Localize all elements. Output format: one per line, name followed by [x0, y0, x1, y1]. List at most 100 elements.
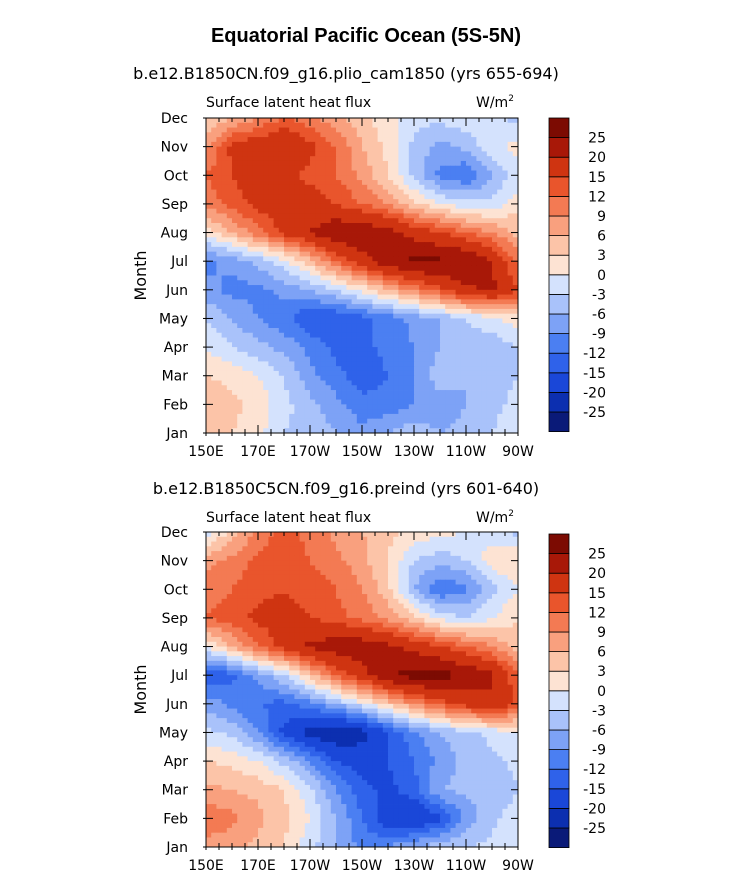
heatmap-cell — [445, 337, 451, 343]
heatmap-cell — [471, 579, 477, 585]
heatmap-cell — [216, 589, 222, 595]
heatmap-cell — [258, 127, 264, 133]
heatmap-cell — [481, 594, 488, 600]
heatmap-cell — [278, 361, 285, 367]
y-tick-label: Sep — [162, 197, 189, 213]
heatmap-cell — [252, 304, 259, 310]
heatmap-cell — [382, 256, 389, 262]
heatmap-cell — [377, 323, 384, 329]
heatmap-cell — [367, 361, 373, 367]
heatmap-cell — [481, 423, 488, 429]
heatmap-cell — [507, 579, 514, 585]
heatmap-cell — [278, 304, 285, 310]
heatmap-cell — [429, 127, 436, 133]
heatmap-cell — [320, 361, 326, 367]
heatmap-cell — [445, 175, 451, 181]
heatmap-cell — [294, 137, 300, 143]
heatmap-cell — [486, 541, 493, 547]
heatmap-cell — [252, 370, 259, 377]
heatmap-cell — [268, 560, 274, 566]
heatmap-cell — [492, 584, 498, 590]
heatmap-cell — [278, 589, 285, 595]
heatmap-cell — [440, 122, 446, 128]
heatmap-cell — [507, 356, 514, 362]
heatmap-cell — [289, 536, 295, 542]
heatmap-cell — [299, 304, 306, 310]
heatmap-cell — [330, 256, 337, 262]
heatmap-cell — [284, 127, 290, 133]
heatmap-cell — [310, 270, 316, 276]
heatmap-cell — [310, 304, 316, 310]
heatmap-cell — [252, 180, 259, 186]
heatmap-cell — [356, 579, 363, 585]
heatmap-cell — [273, 351, 280, 358]
heatmap-cell — [492, 270, 498, 276]
heatmap-cell — [315, 323, 321, 329]
heatmap-cell — [502, 337, 508, 343]
colorbar-label: 6 — [597, 229, 606, 245]
heatmap-cell — [336, 127, 342, 133]
heatmap-cell — [507, 546, 514, 552]
heatmap-cell — [492, 256, 498, 262]
heatmap-cell — [372, 261, 378, 267]
heatmap-cell — [289, 160, 295, 167]
heatmap-cell — [372, 399, 378, 405]
heatmap-cell — [258, 275, 264, 281]
heatmap-cell — [356, 265, 363, 272]
heatmap-cell — [268, 579, 274, 585]
heatmap-cell — [507, 203, 514, 210]
heatmap-cell — [268, 251, 274, 257]
heatmap-cell — [216, 308, 222, 315]
heatmap-cell — [362, 565, 368, 571]
heatmap-cell — [356, 574, 363, 581]
heatmap-cell — [351, 313, 358, 319]
heatmap-cell — [304, 375, 311, 381]
heatmap-cell — [408, 323, 415, 329]
heatmap-cell — [466, 256, 472, 262]
heatmap-cell — [294, 199, 300, 205]
heatmap-cell — [471, 223, 477, 229]
heatmap-cell — [471, 536, 477, 542]
heatmap-cell — [320, 256, 326, 262]
heatmap-cell — [289, 122, 295, 128]
heatmap-cell — [460, 366, 467, 372]
heatmap-cell — [330, 165, 337, 171]
heatmap-cell — [414, 223, 420, 229]
heatmap-cell — [492, 156, 498, 162]
heatmap-cell — [377, 299, 384, 305]
heatmap-cell — [346, 175, 352, 181]
heatmap-cell — [408, 532, 415, 538]
heatmap-cell — [471, 156, 477, 162]
heatmap-cell — [434, 536, 441, 542]
heatmap-cell — [221, 146, 228, 152]
heatmap-cell — [330, 208, 337, 214]
heatmap-cell — [351, 390, 358, 396]
heatmap-cell — [232, 560, 238, 566]
heatmap-cell — [434, 375, 441, 381]
heatmap-cell — [346, 565, 352, 571]
heatmap-cell — [429, 156, 436, 162]
heatmap-cell — [351, 399, 358, 405]
heatmap-cell — [408, 180, 415, 186]
heatmap-cell — [226, 165, 233, 171]
heatmap-cell — [320, 232, 326, 238]
heatmap-cell — [367, 122, 373, 128]
heatmap-cell — [502, 390, 508, 396]
heatmap-cell — [221, 361, 228, 367]
heatmap-cell — [221, 598, 228, 604]
heatmap-cell — [434, 404, 441, 410]
heatmap-cell — [476, 184, 482, 190]
heatmap-cell — [424, 328, 430, 334]
heatmap-cell — [414, 313, 420, 319]
heatmap-cell — [403, 394, 410, 400]
heatmap-cell — [388, 413, 394, 420]
heatmap-cell — [226, 409, 233, 415]
heatmap-cell — [434, 594, 441, 600]
heatmap-cell — [507, 199, 514, 205]
heatmap-cell — [486, 203, 493, 210]
heatmap-cell — [455, 132, 462, 138]
heatmap-cell — [476, 409, 482, 415]
heatmap-cell — [486, 232, 493, 238]
heatmap-cell — [294, 380, 300, 386]
heatmap-cell — [492, 370, 498, 377]
